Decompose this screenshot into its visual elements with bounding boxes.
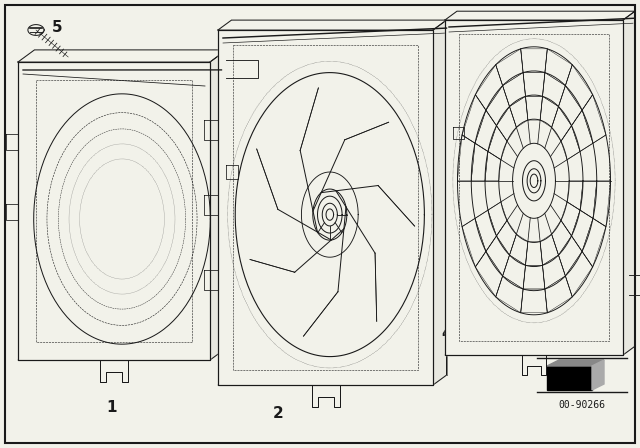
Text: !: ! — [394, 69, 397, 78]
Text: 1: 1 — [107, 401, 117, 415]
Text: 3: 3 — [532, 38, 543, 52]
Text: 8: 8 — [157, 68, 167, 82]
Polygon shape — [433, 20, 447, 385]
Polygon shape — [18, 50, 227, 62]
Polygon shape — [445, 11, 635, 20]
Polygon shape — [445, 20, 623, 355]
Text: 00-90266: 00-90266 — [559, 400, 605, 410]
Polygon shape — [218, 20, 447, 30]
Text: 4: 4 — [442, 326, 452, 340]
Text: 5: 5 — [52, 21, 62, 35]
Text: 7: 7 — [505, 217, 515, 233]
Text: 2: 2 — [273, 405, 284, 421]
Polygon shape — [210, 50, 227, 360]
Polygon shape — [547, 366, 592, 390]
Text: 9: 9 — [403, 43, 413, 57]
Text: 4: 4 — [232, 74, 243, 90]
Polygon shape — [547, 360, 604, 366]
Polygon shape — [218, 30, 433, 385]
Polygon shape — [623, 11, 635, 355]
Text: 6: 6 — [598, 38, 609, 52]
Text: 5: 5 — [265, 47, 275, 63]
Polygon shape — [130, 89, 146, 101]
Polygon shape — [18, 62, 210, 360]
Polygon shape — [592, 360, 604, 390]
